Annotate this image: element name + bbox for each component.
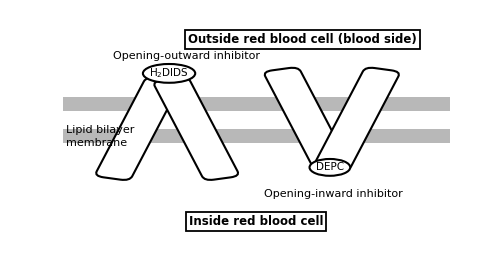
Text: Inside red blood cell: Inside red blood cell	[189, 215, 324, 228]
FancyBboxPatch shape	[96, 78, 180, 180]
Bar	[62, 129, 450, 143]
Text: Lipid bilayer
membrane: Lipid bilayer membrane	[66, 125, 135, 148]
Ellipse shape	[310, 159, 350, 176]
Bar	[62, 97, 450, 111]
Text: H$_2$DIDS: H$_2$DIDS	[149, 67, 189, 80]
FancyBboxPatch shape	[315, 68, 399, 170]
Text: Opening-inward inhibitor: Opening-inward inhibitor	[264, 189, 403, 199]
FancyBboxPatch shape	[154, 78, 238, 180]
Text: DEPC: DEPC	[316, 162, 344, 172]
FancyBboxPatch shape	[264, 68, 348, 170]
Text: Opening-outward inhibitor: Opening-outward inhibitor	[113, 51, 260, 61]
Text: Outside red blood cell (blood side): Outside red blood cell (blood side)	[188, 33, 417, 46]
Ellipse shape	[143, 64, 195, 83]
